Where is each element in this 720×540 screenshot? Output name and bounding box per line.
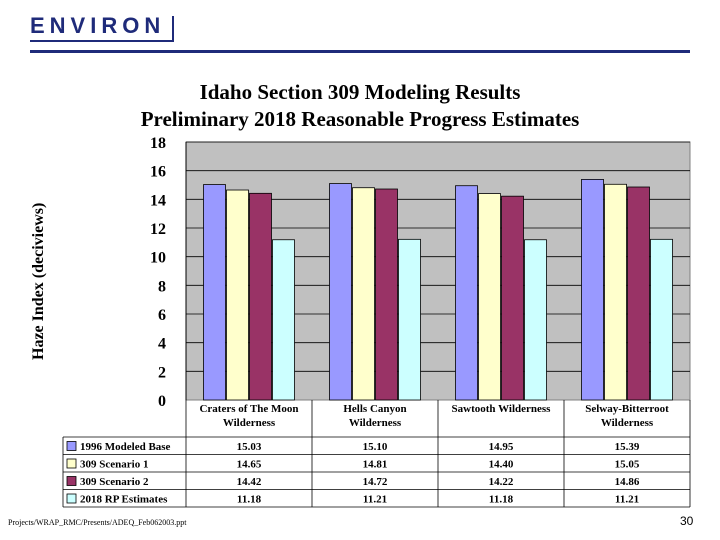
bar xyxy=(398,238,421,401)
data-label: 15.03 xyxy=(237,441,262,453)
y-tick-label: 14 xyxy=(150,192,166,209)
legend-swatch xyxy=(66,441,77,451)
bar xyxy=(627,186,650,401)
data-label: 15.39 xyxy=(615,441,640,453)
bar xyxy=(650,238,673,401)
x-category-label: Craters of The Moon xyxy=(199,403,298,415)
y-tick-label: 10 xyxy=(150,250,166,267)
data-label: 14.81 xyxy=(363,459,388,471)
bar xyxy=(329,183,352,401)
data-label: 14.42 xyxy=(237,476,262,488)
x-category-label: Wilderness xyxy=(601,417,654,429)
y-tick-label: 8 xyxy=(158,278,166,295)
bar xyxy=(524,239,547,401)
legend-swatch xyxy=(66,458,77,469)
data-label: 11.21 xyxy=(363,494,387,506)
y-tick-label: 12 xyxy=(150,221,166,238)
logo-underline-frame xyxy=(30,16,174,42)
data-label: 14.72 xyxy=(363,476,388,488)
bar xyxy=(478,193,501,401)
legend-label: 309 Scenario 1 xyxy=(80,459,148,471)
legend-swatch xyxy=(66,493,77,504)
data-label: 11.21 xyxy=(615,494,639,506)
page-number: 30 xyxy=(680,514,694,528)
x-category-label: Hells Canyon xyxy=(343,403,406,415)
y-tick-label: 2 xyxy=(158,364,166,381)
bar xyxy=(581,179,604,401)
bar xyxy=(455,185,478,401)
bar xyxy=(375,188,398,401)
y-tick-label: 0 xyxy=(158,393,166,410)
data-label: 15.10 xyxy=(363,441,388,453)
chart-title-line1: Idaho Section 309 Modeling Results xyxy=(199,80,521,104)
y-tick-label: 6 xyxy=(158,307,166,324)
data-label: 14.22 xyxy=(489,476,514,488)
y-tick-label: 4 xyxy=(158,336,166,353)
legend-label: 2018 RP Estimates xyxy=(80,494,168,506)
x-category-label: Selway-Bitterroot xyxy=(585,403,669,415)
bar xyxy=(604,183,627,401)
bar xyxy=(501,195,524,401)
logo-text: ENVIRON xyxy=(30,13,166,38)
legend-label: 309 Scenario 2 xyxy=(80,476,149,488)
data-label: 14.86 xyxy=(615,476,640,488)
data-label: 11.18 xyxy=(489,494,514,506)
x-category-label: Sawtooth Wilderness xyxy=(452,403,552,415)
data-label: 11.18 xyxy=(237,494,262,506)
data-label: 15.05 xyxy=(615,459,640,471)
bar xyxy=(226,189,249,401)
y-tick-label: 16 xyxy=(150,164,166,181)
header-rule xyxy=(30,50,690,53)
data-label: 14.65 xyxy=(237,459,262,471)
x-category-label: Wilderness xyxy=(223,417,276,429)
x-category-label: Wilderness xyxy=(349,417,402,429)
chart-title-line2: Preliminary 2018 Reasonable Progress Est… xyxy=(140,107,580,131)
bar xyxy=(249,192,272,401)
footer-file-path: Projects/WRAP_RMC/Presents/ADEQ_Feb06200… xyxy=(8,518,187,527)
bar xyxy=(272,239,295,401)
y-tick-label: 18 xyxy=(150,135,166,152)
data-label: 14.40 xyxy=(489,459,514,471)
bar xyxy=(352,187,375,401)
legend-label: 1996 Modeled Base xyxy=(80,441,171,453)
bar xyxy=(203,184,226,401)
legend-swatch xyxy=(66,476,77,486)
environ-logo: ENVIRON xyxy=(30,14,175,44)
data-label: 14.95 xyxy=(489,441,514,453)
